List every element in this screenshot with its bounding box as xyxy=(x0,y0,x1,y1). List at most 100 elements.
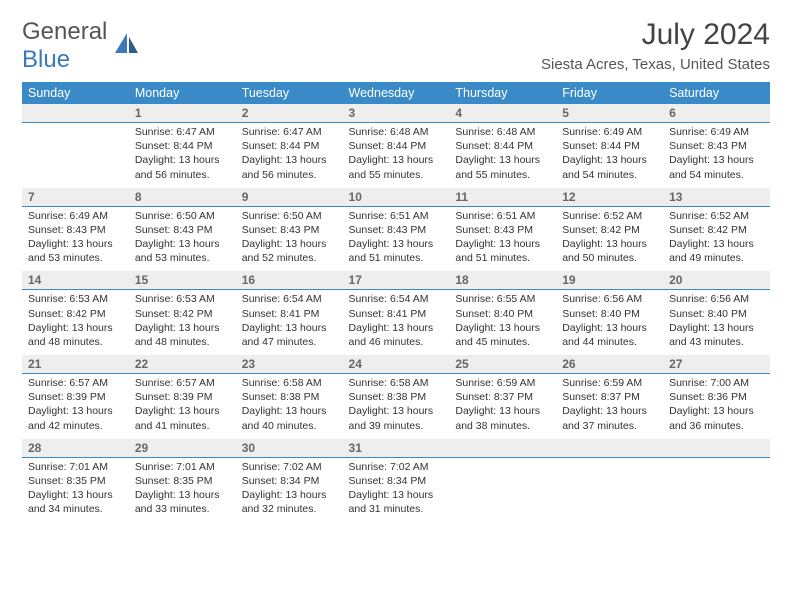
sunrise-text: Sunrise: 6:50 AM xyxy=(135,209,230,223)
daylight-text: Daylight: 13 hours and 48 minutes. xyxy=(28,321,123,349)
day-content: Sunrise: 6:52 AMSunset: 8:42 PMDaylight:… xyxy=(556,207,663,272)
calendar-cell: 1Sunrise: 6:47 AMSunset: 8:44 PMDaylight… xyxy=(129,104,236,188)
sunset-text: Sunset: 8:39 PM xyxy=(135,390,230,404)
title-block: July 2024 Siesta Acres, Texas, United St… xyxy=(541,18,770,73)
day-header: Sunday xyxy=(22,82,129,104)
sunrise-text: Sunrise: 6:59 AM xyxy=(455,376,550,390)
day-content: Sunrise: 7:00 AMSunset: 8:36 PMDaylight:… xyxy=(663,374,770,439)
daylight-text: Daylight: 13 hours and 32 minutes. xyxy=(242,488,337,516)
day-number: 4 xyxy=(449,104,556,123)
day-number: 22 xyxy=(129,355,236,374)
calendar-cell: 16Sunrise: 6:54 AMSunset: 8:41 PMDayligh… xyxy=(236,271,343,355)
calendar-cell: 22Sunrise: 6:57 AMSunset: 8:39 PMDayligh… xyxy=(129,355,236,439)
day-number: 3 xyxy=(343,104,450,123)
daylight-text: Daylight: 13 hours and 49 minutes. xyxy=(669,237,764,265)
daylight-text: Daylight: 13 hours and 36 minutes. xyxy=(669,404,764,432)
sunset-text: Sunset: 8:35 PM xyxy=(135,474,230,488)
daylight-text: Daylight: 13 hours and 40 minutes. xyxy=(242,404,337,432)
sunset-text: Sunset: 8:38 PM xyxy=(242,390,337,404)
day-content: Sunrise: 6:47 AMSunset: 8:44 PMDaylight:… xyxy=(236,123,343,188)
calendar-cell: 28Sunrise: 7:01 AMSunset: 8:35 PMDayligh… xyxy=(22,439,129,523)
sunrise-text: Sunrise: 7:01 AM xyxy=(135,460,230,474)
daylight-text: Daylight: 13 hours and 33 minutes. xyxy=(135,488,230,516)
day-number: 8 xyxy=(129,188,236,207)
sunset-text: Sunset: 8:37 PM xyxy=(455,390,550,404)
day-number: 17 xyxy=(343,271,450,290)
day-number: 2 xyxy=(236,104,343,123)
sunset-text: Sunset: 8:44 PM xyxy=(349,139,444,153)
calendar-week: 7Sunrise: 6:49 AMSunset: 8:43 PMDaylight… xyxy=(22,188,770,272)
sunset-text: Sunset: 8:44 PM xyxy=(135,139,230,153)
calendar-cell: 3Sunrise: 6:48 AMSunset: 8:44 PMDaylight… xyxy=(343,104,450,188)
day-number: 26 xyxy=(556,355,663,374)
day-content: Sunrise: 7:01 AMSunset: 8:35 PMDaylight:… xyxy=(22,458,129,523)
sunrise-text: Sunrise: 6:58 AM xyxy=(242,376,337,390)
day-number: 1 xyxy=(129,104,236,123)
sunset-text: Sunset: 8:43 PM xyxy=(135,223,230,237)
daylight-text: Daylight: 13 hours and 43 minutes. xyxy=(669,321,764,349)
sunrise-text: Sunrise: 7:00 AM xyxy=(669,376,764,390)
sunrise-text: Sunrise: 6:51 AM xyxy=(455,209,550,223)
logo: General Blue xyxy=(22,18,141,74)
day-content: Sunrise: 6:52 AMSunset: 8:42 PMDaylight:… xyxy=(663,207,770,272)
day-number: 31 xyxy=(343,439,450,458)
daylight-text: Daylight: 13 hours and 53 minutes. xyxy=(135,237,230,265)
empty-day-header xyxy=(449,439,556,458)
sunset-text: Sunset: 8:35 PM xyxy=(28,474,123,488)
sunrise-text: Sunrise: 6:58 AM xyxy=(349,376,444,390)
sunrise-text: Sunrise: 6:47 AM xyxy=(242,125,337,139)
calendar-cell xyxy=(449,439,556,523)
sunset-text: Sunset: 8:42 PM xyxy=(562,223,657,237)
daylight-text: Daylight: 13 hours and 38 minutes. xyxy=(455,404,550,432)
day-header: Friday xyxy=(556,82,663,104)
sunrise-text: Sunrise: 6:55 AM xyxy=(455,292,550,306)
calendar-cell: 13Sunrise: 6:52 AMSunset: 8:42 PMDayligh… xyxy=(663,188,770,272)
header: General Blue July 2024 Siesta Acres, Tex… xyxy=(22,18,770,74)
calendar-cell: 5Sunrise: 6:49 AMSunset: 8:44 PMDaylight… xyxy=(556,104,663,188)
day-header: Thursday xyxy=(449,82,556,104)
sail-icon xyxy=(111,31,141,62)
sunrise-text: Sunrise: 6:53 AM xyxy=(28,292,123,306)
daylight-text: Daylight: 13 hours and 42 minutes. xyxy=(28,404,123,432)
sunset-text: Sunset: 8:44 PM xyxy=(562,139,657,153)
day-content: Sunrise: 6:54 AMSunset: 8:41 PMDaylight:… xyxy=(236,290,343,355)
calendar-week: 14Sunrise: 6:53 AMSunset: 8:42 PMDayligh… xyxy=(22,271,770,355)
calendar-head: SundayMondayTuesdayWednesdayThursdayFrid… xyxy=(22,82,770,104)
day-content: Sunrise: 6:50 AMSunset: 8:43 PMDaylight:… xyxy=(236,207,343,272)
sunset-text: Sunset: 8:43 PM xyxy=(349,223,444,237)
daylight-text: Daylight: 13 hours and 44 minutes. xyxy=(562,321,657,349)
day-content: Sunrise: 6:53 AMSunset: 8:42 PMDaylight:… xyxy=(22,290,129,355)
day-content: Sunrise: 6:53 AMSunset: 8:42 PMDaylight:… xyxy=(129,290,236,355)
calendar-body: 1Sunrise: 6:47 AMSunset: 8:44 PMDaylight… xyxy=(22,104,770,522)
daylight-text: Daylight: 13 hours and 54 minutes. xyxy=(669,153,764,181)
day-number: 27 xyxy=(663,355,770,374)
calendar-cell: 10Sunrise: 6:51 AMSunset: 8:43 PMDayligh… xyxy=(343,188,450,272)
sunset-text: Sunset: 8:44 PM xyxy=(242,139,337,153)
day-content: Sunrise: 6:56 AMSunset: 8:40 PMDaylight:… xyxy=(556,290,663,355)
day-content: Sunrise: 7:02 AMSunset: 8:34 PMDaylight:… xyxy=(343,458,450,523)
calendar-week: 28Sunrise: 7:01 AMSunset: 8:35 PMDayligh… xyxy=(22,439,770,523)
daylight-text: Daylight: 13 hours and 48 minutes. xyxy=(135,321,230,349)
calendar-cell: 4Sunrise: 6:48 AMSunset: 8:44 PMDaylight… xyxy=(449,104,556,188)
day-content: Sunrise: 6:57 AMSunset: 8:39 PMDaylight:… xyxy=(129,374,236,439)
day-number: 30 xyxy=(236,439,343,458)
sunset-text: Sunset: 8:34 PM xyxy=(349,474,444,488)
sunrise-text: Sunrise: 7:01 AM xyxy=(28,460,123,474)
sunset-text: Sunset: 8:43 PM xyxy=(28,223,123,237)
day-number: 6 xyxy=(663,104,770,123)
sunset-text: Sunset: 8:44 PM xyxy=(455,139,550,153)
sunrise-text: Sunrise: 6:49 AM xyxy=(28,209,123,223)
daylight-text: Daylight: 13 hours and 56 minutes. xyxy=(242,153,337,181)
day-header: Saturday xyxy=(663,82,770,104)
day-number: 12 xyxy=(556,188,663,207)
sunrise-text: Sunrise: 6:54 AM xyxy=(242,292,337,306)
day-number: 7 xyxy=(22,188,129,207)
daylight-text: Daylight: 13 hours and 37 minutes. xyxy=(562,404,657,432)
location-text: Siesta Acres, Texas, United States xyxy=(541,56,770,73)
day-content: Sunrise: 6:51 AMSunset: 8:43 PMDaylight:… xyxy=(449,207,556,272)
daylight-text: Daylight: 13 hours and 55 minutes. xyxy=(455,153,550,181)
day-number: 11 xyxy=(449,188,556,207)
calendar-cell xyxy=(22,104,129,188)
sunset-text: Sunset: 8:43 PM xyxy=(242,223,337,237)
day-content: Sunrise: 6:58 AMSunset: 8:38 PMDaylight:… xyxy=(343,374,450,439)
